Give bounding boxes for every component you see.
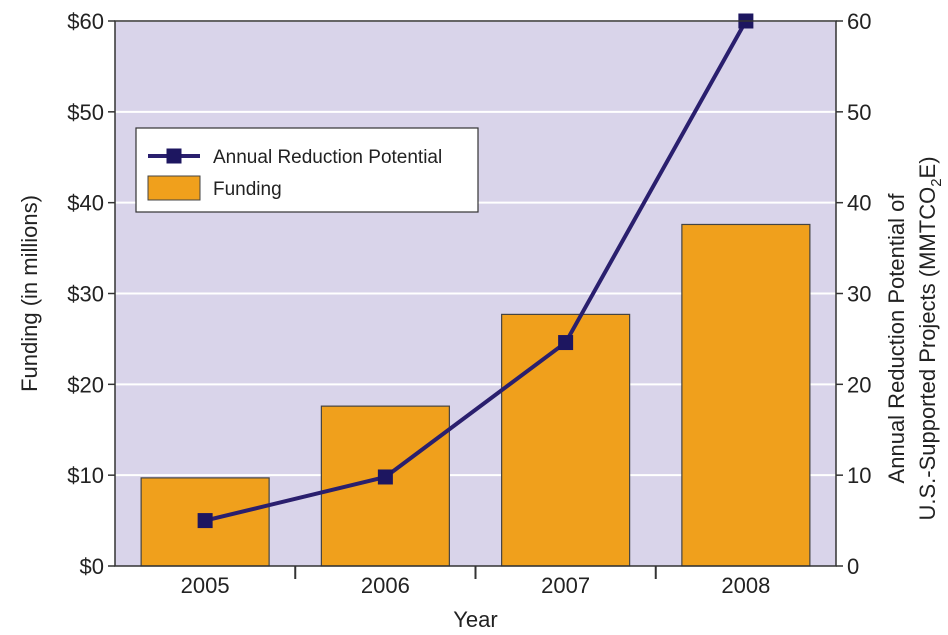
x-tick-label: 2007 [541,573,590,598]
legend-marker-swatch [166,148,182,164]
y2-axis-title-line1: Annual Reduction Potential of [884,193,909,484]
y-tick-label: $50 [67,100,104,125]
x-tick-label: 2006 [361,573,410,598]
y-tick-label: $0 [80,554,104,579]
reduction-line-path [204,20,748,523]
legend-label-funding: Funding [213,179,282,200]
y2-tick-label: 20 [847,372,871,397]
point-2007 [558,335,574,351]
y2-tick-label: 0 [847,554,859,579]
legend-label-reduction: Annual Reduction Potential [213,147,442,168]
y-axis-title: Funding (in millions) [17,195,42,392]
axes: $0 $10 $20 $30 $40 $50 $60 0 10 20 30 40 50 60 2005 200… [67,9,871,598]
y-tick-label: $20 [67,372,104,397]
y2-tick-label: 30 [847,282,871,307]
y2-tick-label: 60 [847,9,871,34]
point-2006 [377,469,393,485]
y-tick-label: $40 [67,191,104,216]
x-tick-label: 2008 [721,573,770,598]
legend-bar-swatch [147,175,201,201]
bar-2007 [501,313,631,567]
x-axis-title: Year [453,607,497,632]
y2-axis-title-line2: U.S.-Supported Projects (MMTCO2E) [915,156,945,520]
legend: Annual Reduction Potential Funding [135,127,479,213]
y2-axis-title-subscript: 2 [928,178,945,186]
x-tick-label: 2005 [181,573,230,598]
bar-2005 [140,477,270,567]
y2-axis-title-prefix: U.S.-Supported Projects (MMTCO [915,187,940,521]
y2-tick-label: 40 [847,191,871,216]
bar-2008 [681,223,811,567]
y2-axis-title-suffix: E) [915,156,940,178]
y2-tick-label: 50 [847,100,871,125]
y-tick-label: $30 [67,282,104,307]
y-tick-label: $60 [67,9,104,34]
point-2005 [197,513,213,529]
y-tick-label: $10 [67,463,104,488]
y2-tick-label: 10 [847,463,871,488]
